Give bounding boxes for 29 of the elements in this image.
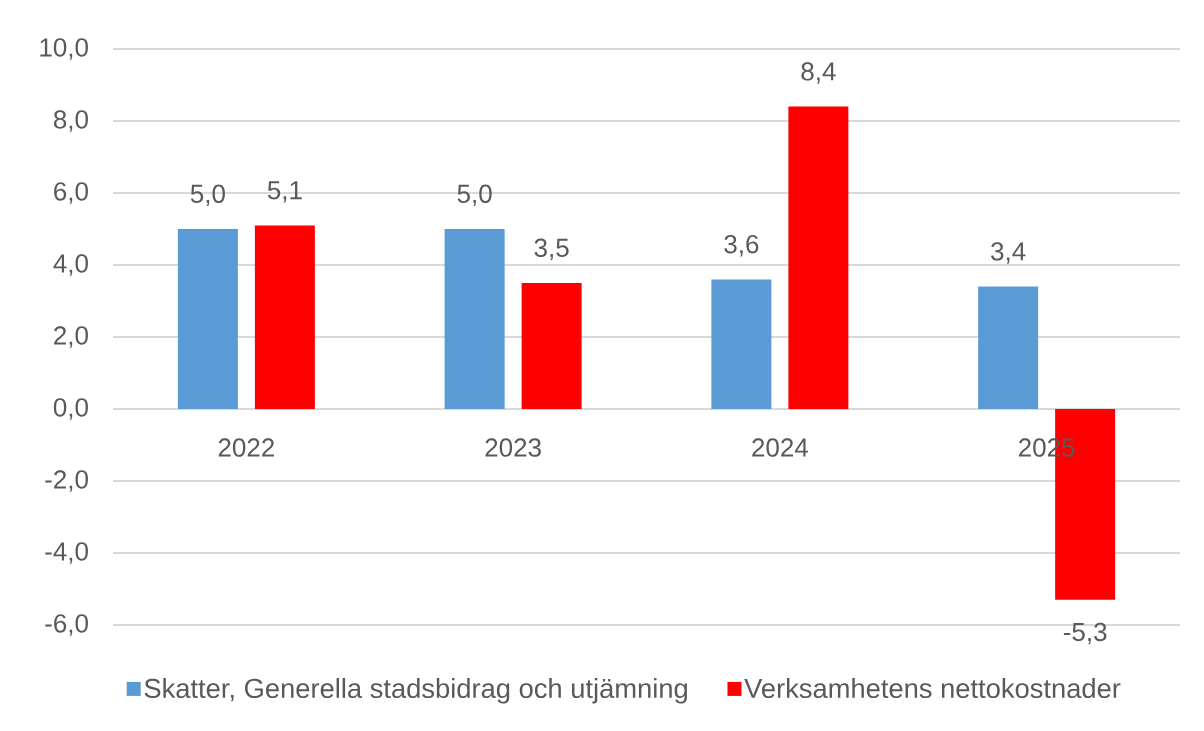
- bar: [177, 228, 238, 409]
- y-tick-label: 0,0: [53, 398, 88, 420]
- data-label: 5,1: [267, 181, 302, 203]
- bar: [788, 106, 849, 409]
- y-tick-label: 4,0: [53, 254, 88, 276]
- x-tick-label: 2023: [485, 438, 541, 457]
- bar: [254, 225, 315, 409]
- x-tick-label: 2024: [752, 438, 809, 457]
- y-tick-label: 2,0: [54, 326, 88, 348]
- y-tick-label: 6,0: [54, 182, 88, 204]
- y-tick-label: -4,0: [45, 542, 88, 564]
- data-label: 8,4: [801, 62, 836, 84]
- x-tick-label: 2022: [218, 438, 274, 457]
- legend-label: Verksamhetens nettokostnader: [744, 678, 1121, 699]
- y-tick-label: 10,0: [40, 38, 88, 60]
- bar: [711, 279, 772, 409]
- data-label: 5,0: [457, 184, 492, 207]
- data-label: -5,3: [1063, 622, 1107, 645]
- y-tick-label: 8,0: [53, 110, 88, 132]
- y-tick-label: -2,0: [45, 470, 88, 492]
- data-label: 3,5: [534, 238, 569, 261]
- bar: [978, 286, 1039, 409]
- legend-label: Skatter, Generella stadsbidrag och utjämning: [144, 678, 687, 704]
- bar: [521, 282, 582, 409]
- data-label: 5,0: [190, 184, 225, 207]
- bar: [444, 228, 505, 409]
- data-label: 3,6: [724, 234, 759, 257]
- data-label: 3,4: [991, 242, 1026, 264]
- y-tick-label: -6,0: [45, 614, 88, 636]
